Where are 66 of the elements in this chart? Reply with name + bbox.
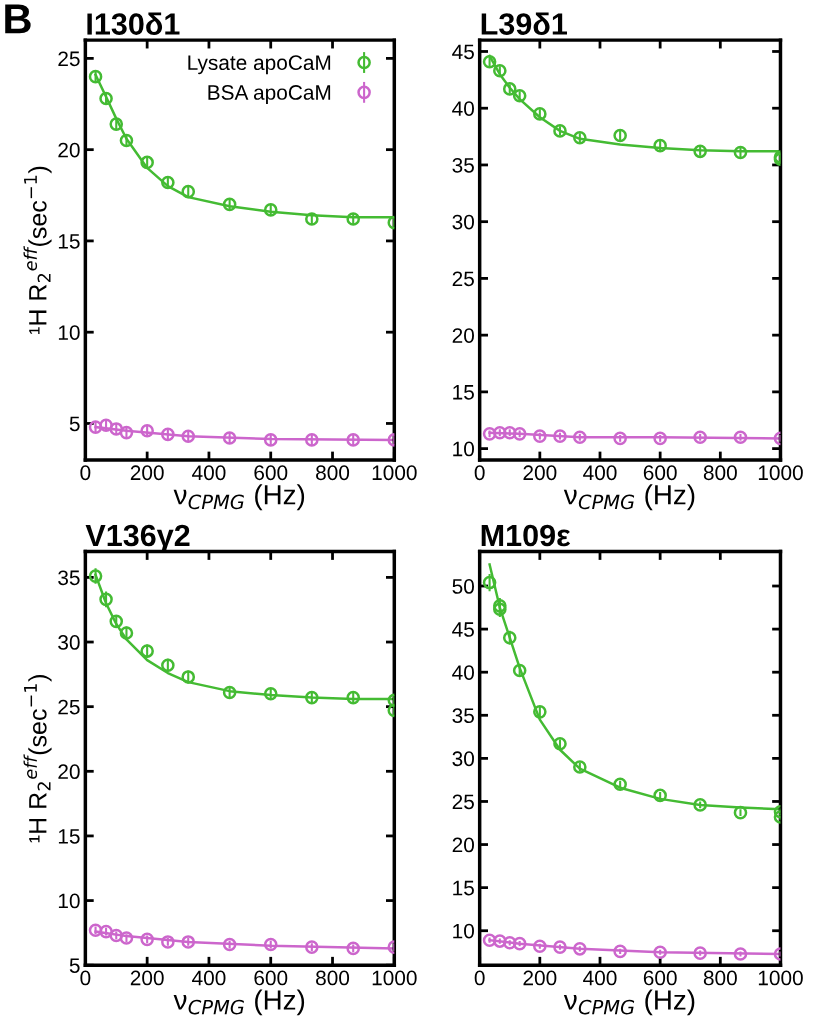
x-tick-label: 400 [192,465,226,481]
y-tick-label: 10 [453,923,474,939]
y-tick-label: 15 [58,829,80,844]
x-tick-label: 0 [80,970,91,986]
y-tick-label: 45 [452,622,474,637]
x-axis-title: ν$_{CPMG}$ (Hz) [173,989,305,1016]
y-tick-label: 20 [452,328,474,343]
chart-title: M109ε [481,524,571,547]
y-tick-label: 35 [452,708,474,724]
y-tick-label: 25 [452,794,474,810]
x-tick-label: 600 [643,465,677,481]
chart-title: L39δ1 [481,12,567,35]
x-tick-label: 600 [254,465,288,481]
x-axis-title: ν$_{CPMG}$ (Hz) [563,484,695,511]
y-tick-label: 40 [452,665,474,680]
x-tick-label: 0 [474,970,485,986]
y-tick-label: 35 [58,570,80,586]
x-tick-label: 1000 [758,970,803,986]
y-tick-label: 25 [58,51,80,67]
y-tick-label: 30 [452,751,474,767]
x-tick-label: 600 [643,970,677,986]
x-tick-label: 200 [523,465,557,481]
y-axis-title: ¹H R$_{2}$$^{eff}$(sec$^{−1}$) [23,166,52,334]
x-tick-label: 1000 [758,465,803,481]
y-tick-label: 10 [58,893,80,909]
x-tick-label: 800 [316,970,350,986]
x-tick-label: 400 [583,970,617,986]
x-tick-label: 400 [583,465,617,481]
x-axis-title: ν$_{CPMG}$ (Hz) [563,989,695,1016]
legend-label: Lysate apoCaM [188,55,331,75]
y-tick-label: 15 [58,234,80,249]
x-tick-label: 400 [192,970,226,986]
y-tick-label: 40 [452,101,474,116]
y-tick-label: 5 [69,958,80,973]
x-tick-label: 0 [80,465,91,481]
y-tick-label: 20 [58,764,80,780]
y-tick-label: 45 [452,44,474,60]
x-tick-label: 600 [254,970,288,986]
y-tick-label: 10 [58,325,80,340]
y-tick-label: 25 [452,271,474,287]
y-tick-label: 20 [58,142,80,158]
x-tick-label: 200 [523,970,557,986]
y-tick-label: 50 [452,579,474,594]
x-tick-label: 1000 [372,465,417,481]
x-tick-label: 1000 [372,970,417,986]
x-tick-label: 800 [316,465,350,481]
x-tick-label: 800 [703,970,737,986]
y-tick-label: 5 [69,416,80,432]
y-tick-label: 35 [452,157,474,173]
text: B [5,4,31,34]
chart-title: V136γ2 [85,524,190,553]
x-tick-label: 200 [130,970,164,986]
chart-title: I130δ1 [87,12,180,35]
y-tick-label: 20 [452,837,474,853]
y-axis-title: ¹H R$_{2}$$^{eff}$(sec$^{−1}$) [23,675,52,843]
legend-label: BSA apoCaM [208,85,331,104]
x-tick-label: 800 [703,465,737,481]
y-tick-label: 30 [58,635,80,650]
y-tick-label: 25 [58,699,80,715]
x-tick-label: 0 [474,465,485,481]
x-axis-title: ν$_{CPMG}$ (Hz) [173,484,305,511]
x-tick-label: 200 [130,465,164,481]
y-tick-label: 10 [453,441,474,457]
y-tick-label: 30 [452,214,474,230]
y-tick-label: 15 [453,880,474,896]
y-tick-label: 15 [453,385,474,400]
